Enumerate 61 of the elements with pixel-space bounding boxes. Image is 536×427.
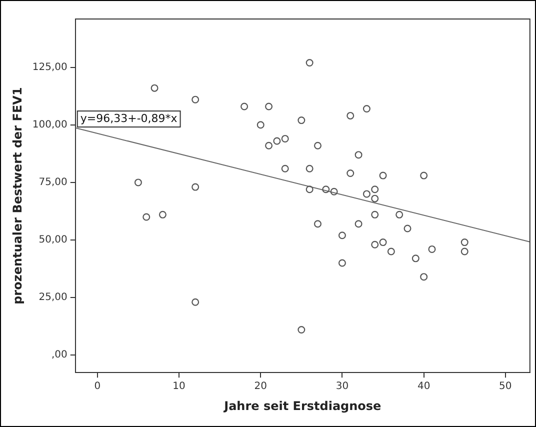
point [306,186,314,194]
point [265,102,273,110]
point [330,188,338,196]
point [354,151,362,159]
point [412,254,420,262]
point [362,105,370,113]
point [281,134,289,142]
point [420,273,428,281]
point [371,240,379,248]
point [142,213,150,221]
x-axis-title: Jahre seit Erstdiagnose [223,398,382,413]
point [420,172,428,180]
point [265,142,273,150]
y-tick-label: 50,00 [38,234,68,246]
y-tick-label: 125,00 [32,62,68,73]
point [150,84,158,92]
point [134,178,142,186]
point [192,183,200,191]
point [322,186,330,194]
point [379,238,387,246]
point [371,186,379,194]
point [273,137,281,145]
point [354,220,362,228]
point [306,164,314,172]
x-tick-label: 20 [254,381,267,392]
point [379,172,387,180]
point [298,116,306,124]
point [371,194,379,202]
point [396,210,404,218]
y-tick-label: ,00 [51,350,68,361]
point [281,164,289,172]
point [314,220,322,228]
x-tick-label: 50 [499,381,512,392]
x-tick-label: 30 [336,381,349,392]
point [338,259,346,267]
point [158,210,166,218]
point [346,169,354,177]
annotation: y=96,33+-0,89*x [80,112,178,125]
point [362,190,370,198]
x-tick-label: 40 [417,381,430,392]
point [387,248,395,256]
y-tick-label: 100,00 [32,119,68,130]
y-axis-title: prozentualer Bestwert der FEV1 [10,87,24,304]
point [314,142,322,150]
point [306,58,314,66]
x-tick-label: 10 [172,381,186,392]
x-tick-label: 0 [94,381,101,392]
point [240,102,248,110]
point [404,224,412,232]
point [338,232,346,240]
point [192,96,200,104]
point [371,210,379,218]
point [298,326,306,334]
y-tick-label: 75,00 [38,177,68,188]
point [428,245,436,253]
point [460,238,468,246]
point [256,121,264,129]
point [346,112,354,120]
point [460,248,468,256]
y-tick-label: 25,00 [38,292,68,304]
point [192,298,200,306]
